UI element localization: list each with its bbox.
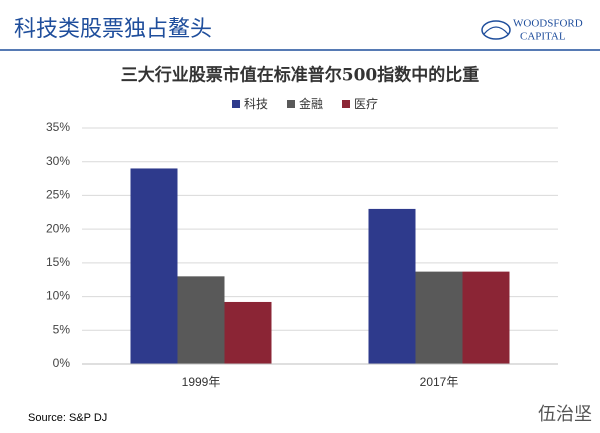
y-tick-label: 20% [46, 221, 70, 235]
logo-name: WOODSFORD [513, 18, 583, 30]
header-title: 科技类股票独占鳌头 [14, 16, 212, 41]
bar [224, 301, 272, 364]
x-tick-label: 1999年 [182, 375, 221, 389]
y-tick-label: 25% [46, 188, 70, 202]
y-tick-label: 15% [46, 255, 70, 269]
legend-label: 金融 [299, 96, 323, 111]
logo-sub: CAPITAL [520, 31, 566, 43]
bar [368, 208, 416, 364]
bar [130, 168, 178, 364]
legend-swatch [287, 100, 295, 108]
legend-swatch [342, 100, 350, 108]
y-tick-label: 0% [53, 356, 71, 370]
bar [177, 276, 225, 364]
legend-swatch [232, 100, 240, 108]
legend-label: 科技 [244, 97, 268, 111]
bar [462, 271, 510, 364]
watermark: 伍治坚 [538, 404, 592, 424]
source: Source: S&P DJ [28, 412, 107, 424]
x-tick-label: 2017年 [420, 375, 459, 389]
chart-title: 三大行业股票市值在标准普尔500指数中的比重 [121, 65, 480, 86]
logo-icon [481, 20, 511, 40]
logo: WOODSFORD CAPITAL [481, 18, 583, 43]
y-tick-label: 5% [53, 322, 71, 336]
bar [415, 271, 463, 364]
y-tick-label: 30% [46, 154, 70, 168]
logo-icon-arc [483, 26, 509, 35]
y-tick-label: 10% [46, 289, 70, 303]
y-tick-label: 35% [46, 120, 70, 134]
legend-label: 医疗 [354, 97, 378, 111]
